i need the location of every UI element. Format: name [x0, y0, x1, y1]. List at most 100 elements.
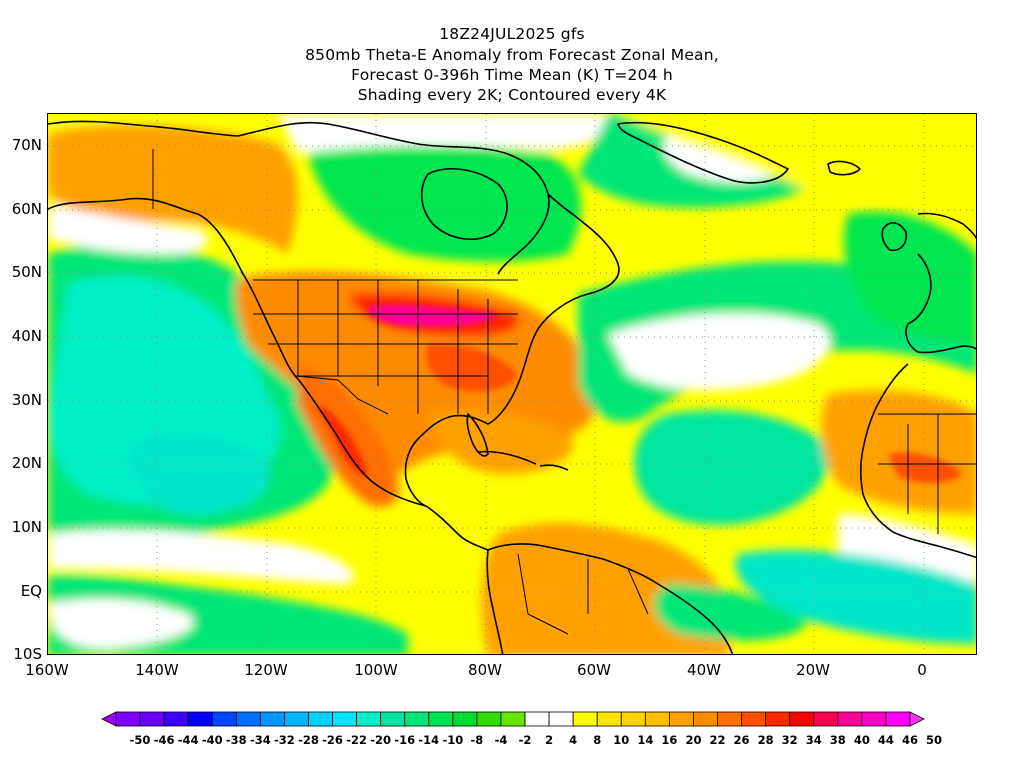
colorbar-tick-label: 38 — [829, 733, 846, 747]
lon-label-0: 0 — [917, 661, 927, 679]
colorbar-tick-label: 40 — [853, 733, 870, 747]
colorbar-swatch — [644, 711, 670, 727]
lon-label-20w: 20W — [796, 661, 830, 679]
colorbar-tick-label: 22 — [709, 733, 726, 747]
colorbar-tick-label: -22 — [346, 733, 367, 747]
colorbar-tick-label: -2 — [518, 733, 532, 747]
colorbar-tick-label: -38 — [225, 733, 247, 747]
colorbar-swatch — [789, 711, 815, 727]
title-line-1: 18Z24JUL2025 gfs — [439, 25, 585, 43]
colorbar-swatch — [187, 711, 213, 727]
colorbar-tick-label: -46 — [153, 733, 175, 747]
lon-label-140w: 140W — [135, 661, 179, 679]
colorbar-swatch — [548, 711, 574, 727]
colorbar — [101, 711, 925, 727]
colorbar-swatch — [476, 711, 502, 727]
political-borders — [152, 149, 976, 635]
british-isles-coast — [881, 222, 908, 252]
colorbar-swatch — [308, 711, 333, 727]
title-line-4: Shading every 2K; Contoured every 4K — [357, 86, 667, 104]
colorbar-tick-label: 46 — [901, 733, 918, 747]
lon-label-60w: 60W — [577, 661, 611, 679]
lon-label-160w: 160W — [25, 661, 69, 679]
colorbar-arrow-low — [101, 711, 117, 727]
title-line-3: Forecast 0-396h Time Mean (K) T=204 h — [351, 66, 673, 84]
colorbar-swatch — [765, 711, 791, 727]
colorbar-tick-label: -32 — [274, 733, 295, 747]
colorbar-tick-label: 10 — [613, 733, 630, 747]
hispaniola-coast — [539, 464, 569, 471]
theta-e-anomaly-map — [48, 114, 976, 654]
south-america-west-coast — [486, 549, 504, 654]
colorbar-tick-label: -50 — [129, 733, 151, 747]
lon-label-100w: 100W — [354, 661, 398, 679]
south-america-borders — [517, 553, 649, 635]
colorbar-tick-label: 20 — [685, 733, 702, 747]
colorbar-swatch — [837, 711, 863, 727]
alaska-north-coast — [48, 120, 239, 137]
greenland-coast — [617, 121, 789, 184]
northeast-red-core — [426, 343, 518, 392]
colorbar-swatch — [380, 711, 406, 727]
colorbar-swatch — [115, 711, 141, 727]
africa-coast — [859, 363, 976, 559]
colorbar-tick-label: 34 — [805, 733, 822, 747]
colorbar-swatch — [404, 711, 430, 727]
colorbar-tick-label: 32 — [781, 733, 798, 747]
canadian-arctic-coast — [237, 121, 550, 275]
colorbar-tick-label: -28 — [298, 733, 319, 747]
colorbar-swatch — [885, 711, 911, 727]
colorbar-swatch — [163, 711, 189, 727]
us-state-lines — [253, 280, 518, 414]
north-america-west-coast — [48, 197, 427, 507]
atlantic-green-core — [634, 410, 830, 525]
lat-label-10s: 10S — [13, 645, 42, 663]
colorbar-swatch — [452, 711, 478, 727]
colorbar-swatch — [211, 711, 237, 727]
colorbar-swatch — [813, 711, 839, 727]
great-lakes-magenta-core — [368, 304, 498, 327]
africa-orange-region — [821, 390, 976, 514]
map-plot-area — [47, 113, 977, 655]
colorbar-swatch — [235, 711, 261, 727]
colorbar-swatch — [259, 711, 285, 727]
north-america-east-coast — [404, 193, 620, 507]
lat-label-40n: 40N — [11, 327, 42, 345]
west-africa-red-core — [888, 452, 963, 484]
colorbar-tick-label: -10 — [442, 733, 464, 747]
title-line-2: 850mb Theta-E Anomaly from Forecast Zona… — [305, 46, 719, 64]
lon-label-40w: 40W — [687, 661, 721, 679]
lon-label-120w: 120W — [244, 661, 288, 679]
florida-coast — [466, 413, 489, 457]
colorbar-swatch — [500, 711, 526, 727]
colorbar-tick-label: 28 — [757, 733, 774, 747]
equatorial-atlantic-green — [654, 584, 808, 641]
colorbar-swatch — [428, 711, 454, 727]
colorbar-tick-label: -26 — [322, 733, 343, 747]
colorbar-swatch — [668, 711, 694, 727]
colorbar-swatch — [596, 711, 622, 727]
lat-label-eq: EQ — [20, 582, 42, 600]
lat-label-30n: 30N — [11, 391, 42, 409]
colorbar-tick-label: 26 — [733, 733, 750, 747]
canada-white-region — [278, 114, 608, 154]
colorbar-swatch — [620, 711, 646, 727]
africa-borders — [878, 413, 976, 534]
colorbar-tick-label: 14 — [637, 733, 654, 747]
colorbar-tick-label: -16 — [394, 733, 416, 747]
colorbar-tick-label: 44 — [877, 733, 894, 747]
colorbar-swatch — [332, 711, 358, 727]
colorbar-swatch — [741, 711, 767, 727]
europe-coast — [905, 212, 976, 354]
hudson-bay-coast — [420, 168, 508, 240]
lat-label-50n: 50N — [11, 263, 42, 281]
iceland-coast — [827, 160, 861, 176]
colorbar-tick-label: 2 — [545, 733, 554, 747]
cuba-coast — [477, 450, 537, 465]
colorbar-swatch — [717, 711, 742, 727]
colorbar-tick-label: -20 — [370, 733, 392, 747]
colorbar-tick-label: 50 — [926, 733, 943, 747]
colorbar-tick-label: -8 — [470, 733, 484, 747]
alaska-orange-region — [48, 125, 298, 254]
gulf-orange-region — [428, 410, 574, 474]
